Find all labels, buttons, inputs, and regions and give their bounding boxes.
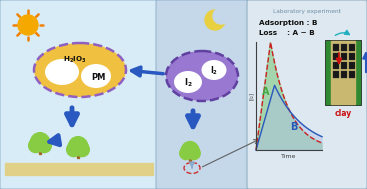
Polygon shape [256, 42, 322, 150]
Ellipse shape [34, 43, 126, 97]
Bar [325, 40, 361, 105]
Circle shape [69, 137, 87, 155]
Text: $\mathbf{H_2IO_3}$: $\mathbf{H_2IO_3}$ [63, 55, 87, 65]
Circle shape [18, 15, 38, 35]
Bar [349, 44, 355, 51]
Circle shape [188, 147, 200, 160]
Ellipse shape [45, 59, 79, 85]
Ellipse shape [174, 71, 202, 93]
Ellipse shape [166, 51, 238, 101]
Text: Laboratory experiment: Laboratory experiment [273, 9, 341, 13]
Text: $\mathbf{I_2}$: $\mathbf{I_2}$ [184, 77, 192, 89]
Bar [349, 53, 355, 60]
Text: Loss    : A − B: Loss : A − B [259, 30, 315, 36]
Circle shape [30, 133, 49, 151]
Circle shape [185, 143, 199, 158]
Text: $\mathbf{I_2}$: $\mathbf{I_2}$ [210, 65, 218, 77]
Circle shape [68, 139, 84, 155]
FancyBboxPatch shape [0, 0, 157, 189]
Text: Time: Time [281, 154, 297, 160]
FancyBboxPatch shape [247, 0, 367, 189]
Bar [349, 62, 355, 69]
Circle shape [67, 143, 81, 157]
Bar [341, 71, 347, 78]
Bar [341, 53, 347, 60]
Circle shape [34, 135, 50, 151]
Bar [326, 41, 331, 104]
Text: clay: clay [334, 108, 352, 118]
Ellipse shape [81, 64, 111, 88]
Text: A: A [262, 87, 270, 97]
Text: B: B [290, 122, 298, 132]
Bar [39, 148, 41, 154]
Text: [I₂]: [I₂] [248, 92, 254, 100]
Ellipse shape [201, 60, 226, 80]
Bar [5, 163, 153, 175]
Circle shape [205, 10, 225, 30]
Bar [189, 155, 191, 161]
Circle shape [75, 143, 89, 157]
Circle shape [181, 144, 195, 159]
Bar [333, 71, 339, 78]
Circle shape [30, 136, 46, 151]
Circle shape [29, 139, 43, 153]
Text: PM: PM [91, 74, 105, 83]
Bar [341, 44, 347, 51]
Circle shape [180, 147, 192, 160]
Bar [341, 62, 347, 69]
Bar [333, 62, 339, 69]
Bar [77, 152, 79, 158]
Bar [349, 71, 355, 78]
Bar [333, 53, 339, 60]
Text: Adsorption : B: Adsorption : B [259, 20, 317, 26]
Polygon shape [256, 85, 322, 150]
Circle shape [182, 142, 199, 158]
Circle shape [37, 139, 51, 153]
Bar [333, 44, 339, 51]
Circle shape [213, 8, 229, 24]
Circle shape [72, 139, 88, 155]
Bar [331, 41, 355, 104]
Bar [355, 41, 360, 104]
FancyBboxPatch shape [156, 0, 248, 189]
